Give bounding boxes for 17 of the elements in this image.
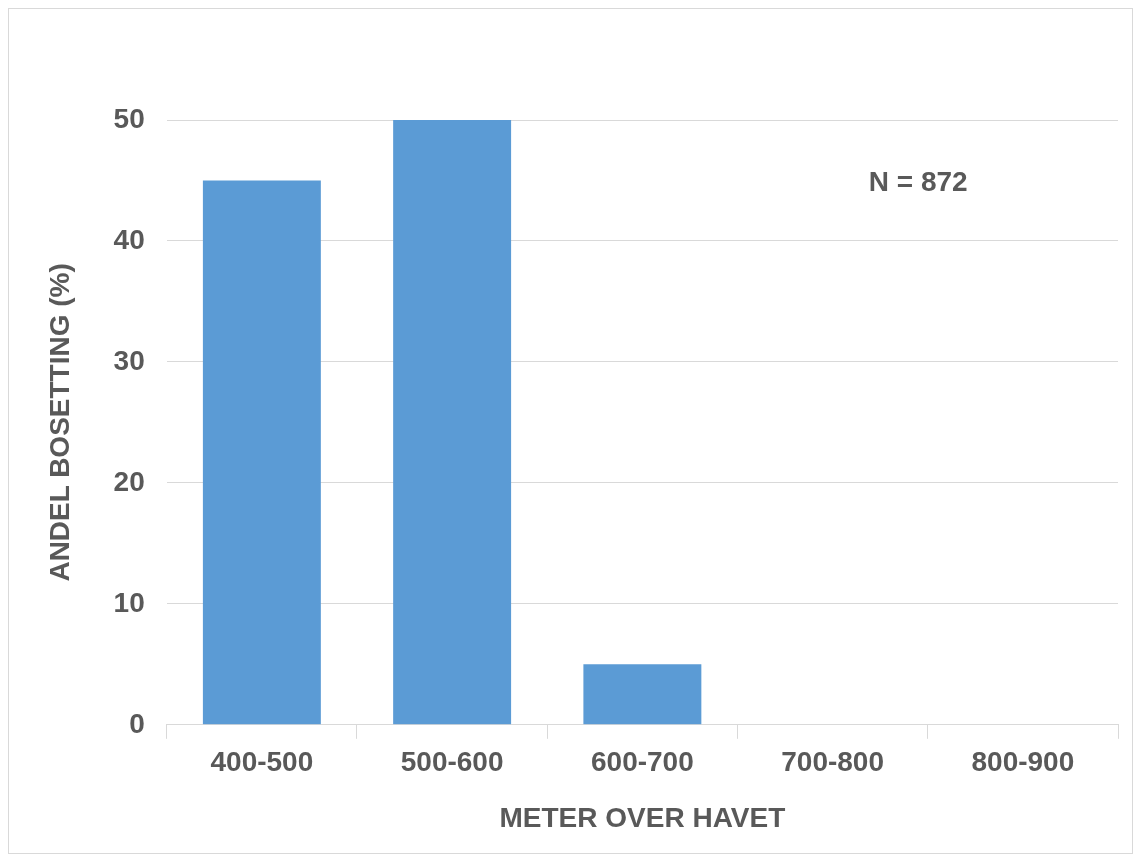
y-tick-label: 0 (129, 707, 145, 739)
annotation: N = 872 (868, 166, 968, 198)
y-tick-label: 30 (113, 344, 145, 376)
y-axis-title: ANDEL BOSETTING (%) (43, 263, 75, 582)
bar (202, 180, 321, 725)
x-tick-label: 600-700 (590, 746, 694, 778)
x-tick-label: 700-800 (781, 746, 885, 778)
y-tick-label: 10 (113, 586, 145, 618)
x-tick-label: 500-600 (400, 746, 504, 778)
bar (583, 664, 702, 725)
x-tick-label: 400-500 (210, 746, 314, 778)
x-axis-title: METER OVER HAVET (499, 801, 786, 833)
bar (393, 120, 512, 725)
y-tick-label: 40 (113, 223, 145, 255)
x-tick-label: 800-900 (971, 746, 1075, 778)
y-tick-label: 20 (113, 465, 145, 497)
y-tick-label: 50 (113, 102, 145, 134)
